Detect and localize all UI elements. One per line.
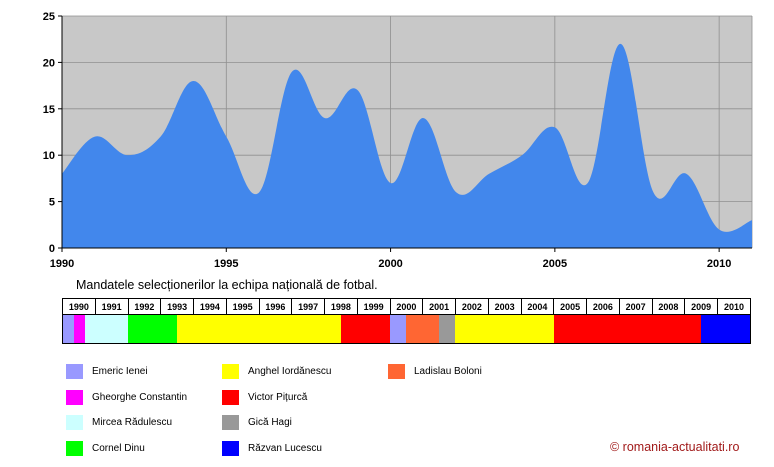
y-tick-label: 10: [43, 150, 55, 162]
x-tick-label: 1995: [214, 258, 238, 270]
year-cell: 1995: [225, 298, 260, 315]
coach-segment: [406, 315, 440, 343]
tick-labels: 0 5 10 15 20 25 1990 1995 2000 2005 2010: [43, 11, 732, 270]
legend-swatch: [66, 415, 83, 430]
year-cell: 1994: [193, 298, 227, 315]
area-series: [62, 43, 752, 248]
y-tick-label: 20: [43, 57, 55, 69]
year-cell: 2007: [618, 298, 653, 315]
legend-label: Mircea Rădulescu: [92, 417, 173, 428]
coach-segment: [63, 315, 74, 343]
legend-swatch: [66, 390, 83, 405]
year-cell: 2006: [586, 298, 620, 315]
legend-label: Victor Pițurcă: [248, 392, 308, 403]
year-cell: 1991: [94, 298, 129, 315]
coach-segment: [553, 315, 701, 343]
legend-label: Gică Hagi: [248, 417, 292, 428]
legend-label: Emeric Ienei: [92, 366, 148, 377]
year-cell: 2004: [520, 298, 555, 315]
x-tick-label: 1990: [50, 258, 74, 270]
legend-label: Gheorghe Constantin: [92, 392, 188, 403]
legend-swatch: [222, 441, 239, 456]
coach-bar: [63, 315, 750, 343]
legend-swatch: [388, 364, 405, 379]
y-tick-label: 5: [49, 197, 55, 209]
year-cell: 2002: [455, 298, 489, 315]
coach-segment: [73, 315, 85, 343]
coach-bar-row: [62, 314, 751, 344]
legend-swatch: [222, 390, 239, 405]
year-cell: 2010: [717, 298, 751, 315]
legend-label: Ladislau Boloni: [414, 366, 482, 377]
legend-swatch: [222, 364, 239, 379]
legend-label: Anghel Iordănescu: [248, 366, 332, 377]
year-cell: 1990: [62, 298, 96, 315]
x-tick-label: 2010: [707, 258, 731, 270]
year-cell: 2008: [651, 298, 686, 315]
coach-segment: [455, 315, 554, 343]
year-cell: 2003: [487, 298, 522, 315]
coach-segment: [341, 315, 391, 343]
coach-segment: [177, 315, 342, 343]
coach-segment: [84, 315, 129, 343]
coach-segment: [128, 315, 178, 343]
year-row: 1990 1991 1992 1993 1994 1995 1996 1997 1998 1999…: [62, 298, 751, 315]
y-tick-label: 25: [43, 11, 55, 23]
copyright-notice: © romania-actualitati.ro: [610, 440, 740, 454]
legend-label: Răzvan Lucescu: [248, 443, 322, 454]
coach-segment: [439, 315, 456, 343]
y-tick-label: 0: [49, 243, 55, 255]
y-tick-label: 15: [43, 104, 55, 116]
legend-swatch: [66, 364, 83, 379]
year-cell: 1993: [160, 298, 194, 315]
year-cell: 1997: [291, 298, 325, 315]
year-cell: 2000: [389, 298, 424, 315]
legend-swatch: [66, 441, 83, 456]
year-cell: 2001: [422, 298, 456, 315]
coach-segment: [390, 315, 407, 343]
year-cell: 1992: [127, 298, 162, 315]
x-tick-label: 2005: [543, 258, 567, 270]
year-cell: 1996: [258, 298, 293, 315]
area-chart: 0 5 10 15 20 25 1990 1995 2000 2005 2010: [43, 11, 753, 270]
coach-bar-cell: [62, 314, 751, 344]
year-cell: 1998: [324, 298, 358, 315]
legend-swatch: [222, 415, 239, 430]
coach-timeline-table: 1990 1991 1992 1993 1994 1995 1996 1997 1998 1999…: [62, 298, 751, 344]
legend-label: Cornel Dinu: [92, 443, 145, 454]
table-caption: Mandatele selecționerilor la echipa nați…: [76, 278, 378, 292]
year-cell: 2009: [684, 298, 718, 315]
axes: [58, 16, 752, 252]
year-cell: 2005: [553, 298, 587, 315]
coach-segment: [700, 315, 750, 343]
year-cell: 1999: [356, 298, 391, 315]
x-tick-label: 2000: [378, 258, 402, 270]
